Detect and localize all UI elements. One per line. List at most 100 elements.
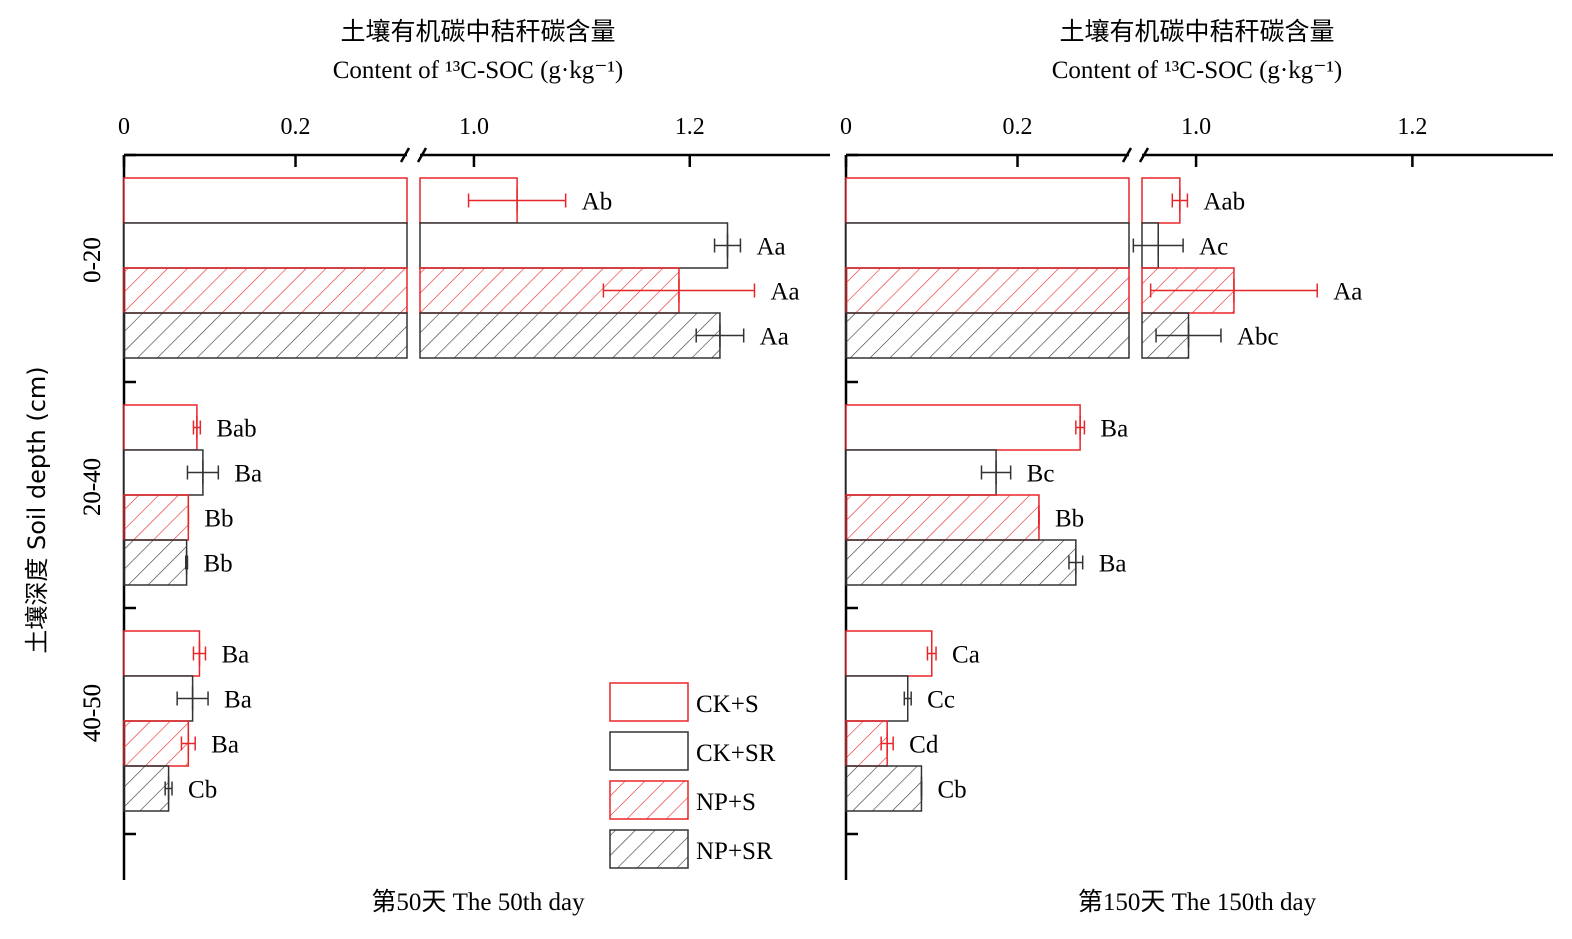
panel-2-header: 土壤有机碳中秸秆碳含量 Content of ¹³C-SOC (g·kg⁻¹) …: [1052, 17, 1343, 916]
bar: [123, 222, 408, 269]
data-label: Ba: [1100, 416, 1128, 443]
bar: [419, 222, 729, 269]
error-bar: [184, 550, 189, 575]
legend-label-np-sr: NP+SR: [696, 838, 773, 865]
bar: [845, 449, 997, 496]
category-label: 0-20: [79, 237, 106, 283]
bar: [845, 312, 1130, 359]
panel-1-footer: 第50天 The 50th day: [371, 888, 585, 916]
bar: [123, 494, 190, 541]
bar: [845, 177, 1130, 224]
error-bar: [192, 415, 202, 440]
error-bar: [695, 323, 745, 348]
data-label: Cc: [927, 687, 955, 714]
data-label: Bb: [1055, 506, 1084, 533]
legend-item-np-s: NP+S: [609, 780, 756, 820]
error-bar: [467, 188, 567, 213]
error-bar: [713, 233, 742, 258]
panel-1-title-cn: 土壤有机碳中秸秆碳含量: [340, 17, 615, 46]
error-bar: [176, 686, 209, 711]
bar: [123, 765, 170, 812]
bar: [123, 267, 408, 314]
data-label: Aa: [770, 279, 799, 306]
x-tick-label: 1.2: [675, 114, 705, 140]
bar: [845, 630, 933, 677]
axis-break-mark: [416, 147, 428, 163]
data-label: Cb: [937, 777, 966, 804]
data-label: Ba: [224, 687, 252, 714]
axis-break-mark: [1121, 147, 1133, 163]
data-label: Bb: [203, 551, 232, 578]
legend-item-ck-sr: CK+SR: [609, 731, 776, 771]
data-label: Aa: [760, 324, 789, 351]
axis-break-mark: [1138, 147, 1150, 163]
data-label: Bb: [204, 506, 233, 533]
panel-2: 0 0.2 1.0 1.2 0-20 20-40 40-50 Aab Ba Ca Ac Bc Cc Aa B…: [79, 114, 1553, 880]
axis-break-mark: [399, 147, 411, 163]
x-tick-label: 1.0: [459, 114, 489, 140]
x-tick-label: 0: [118, 114, 130, 140]
data-label: Aa: [756, 234, 785, 261]
data-label: Aa: [1333, 279, 1362, 306]
legend-swatch-ck-sr: [609, 731, 689, 771]
data-label: Ba: [1099, 551, 1127, 578]
bar: [123, 630, 201, 677]
panel-2-footer: 第150天 The 150th day: [1078, 888, 1317, 916]
legend-label-ck-s: CK+S: [696, 691, 759, 718]
bar: [845, 675, 909, 722]
legend-label-ck-sr: CK+SR: [696, 740, 776, 767]
error-bar: [903, 686, 912, 711]
legend-item-ck-s: CK+S: [609, 682, 759, 722]
error-bar: [602, 278, 756, 303]
error-bar: [880, 731, 894, 756]
legend-swatch-np-sr: [609, 829, 689, 869]
category-label: 20-40: [79, 458, 106, 516]
data-label: Ba: [211, 732, 239, 759]
legend-label-np-s: NP+S: [696, 789, 756, 816]
panel-1-header: 土壤有机碳中秸秆碳含量 Content of ¹³C-SOC (g·kg⁻¹) …: [333, 17, 624, 916]
plot-layer: 0 0.2 1.0 1.2 0-20 20-40 40-50 Ab Bab Ba Aa Ba Ba Aa B…: [79, 114, 1553, 880]
bar: [123, 404, 198, 451]
category-label: 40-50: [79, 684, 106, 742]
category-label: 0-20: [79, 237, 106, 283]
data-label: Ba: [221, 642, 249, 669]
error-bar: [180, 731, 196, 756]
legend-item-np-sr: NP+SR: [609, 829, 773, 869]
bar: [845, 539, 1077, 586]
error-bar: [1171, 188, 1189, 213]
bar: [419, 312, 721, 359]
x-tick-label: 0.2: [1003, 114, 1033, 140]
bar: [845, 765, 923, 812]
error-bar: [980, 460, 1012, 485]
bar: [845, 267, 1130, 314]
legend: CK+S CK+SR NP+S NP+SR: [609, 682, 776, 869]
panel-2-title-en: Content of ¹³C-SOC (g·kg⁻¹): [1052, 57, 1343, 84]
error-bar: [186, 460, 220, 485]
panel-1-title-en: Content of ¹³C-SOC (g·kg⁻¹): [333, 57, 624, 84]
error-bar: [1155, 323, 1222, 348]
data-label: Ca: [952, 642, 980, 669]
error-bar: [1068, 550, 1084, 575]
y-axis-label: 土壤深度 Soil depth (cm): [23, 366, 51, 653]
bar: [123, 177, 408, 224]
legend-swatch-ck-s: [609, 682, 689, 722]
x-tick-label: 1.2: [1397, 114, 1427, 140]
data-label: Bc: [1027, 461, 1055, 488]
bar: [845, 404, 1081, 451]
data-label: Ba: [234, 461, 262, 488]
panel-1: 0 0.2 1.0 1.2 0-20 20-40 40-50 Ab Bab Ba Aa Ba Ba Aa B…: [79, 114, 830, 880]
x-tick-label: 1.0: [1181, 114, 1211, 140]
error-bar: [192, 641, 207, 666]
error-bar: [1075, 415, 1086, 440]
data-label: Ac: [1199, 234, 1228, 261]
error-bar: [926, 641, 937, 666]
data-label: Ab: [582, 189, 613, 216]
bar: [123, 720, 190, 767]
category-label: 40-50: [79, 684, 106, 742]
data-label: Aab: [1203, 189, 1245, 216]
bar: [123, 312, 408, 359]
data-label: Abc: [1237, 324, 1279, 351]
bar: [845, 494, 1040, 541]
error-bar: [164, 776, 173, 801]
data-label: Cd: [909, 732, 939, 759]
